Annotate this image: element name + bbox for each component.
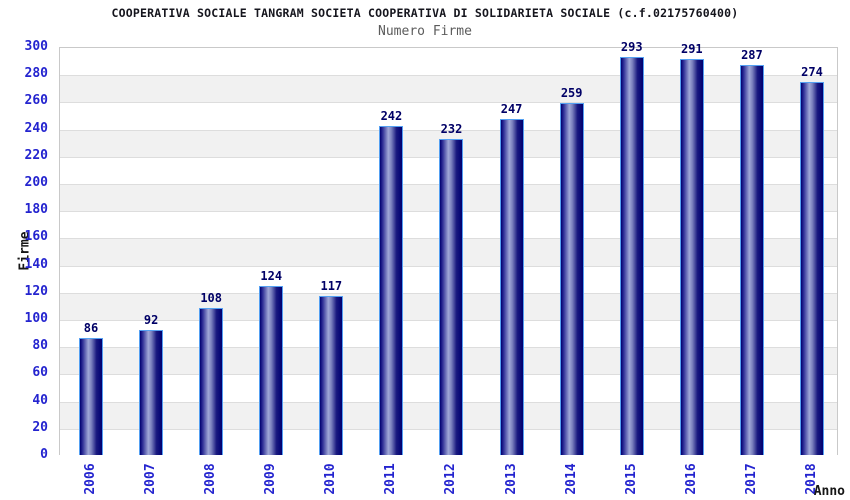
y-tick-label: 280 [24,66,48,82]
chart-title: COOPERATIVA SOCIALE TANGRAM SOCIETA COOP… [111,6,739,20]
y-tick-label: 40 [32,392,48,408]
bar-value-label: 247 [500,102,523,117]
y-tick-label: 0 [40,447,48,462]
y-tick-label: 60 [32,365,48,381]
x-tick-label: 2009 [263,463,279,495]
bar-value-label: 291 [680,42,703,57]
bar-value-label: 274 [801,65,823,80]
y-tick-label: 300 [24,39,48,54]
bar-value-label: 108 [200,291,222,306]
x-tick-label: 2010 [323,463,339,495]
x-tick-label: 2015 [623,463,639,495]
x-tick-label: 2012 [443,463,459,495]
x-tick-label: 2017 [743,463,759,495]
bar-2010 [319,295,344,455]
bar-2018 [799,82,824,455]
bar-value-label: 293 [620,39,643,54]
bar-value-label: 242 [380,108,403,123]
bar-2006 [79,338,103,455]
bar-2016 [679,59,704,455]
x-tick-label: 2008 [203,463,219,495]
bar-2008 [199,308,224,455]
x-tick-label: 2006 [83,463,98,495]
bar-2012 [439,139,464,455]
y-tick-label: 20 [32,419,48,435]
y-tick-label: 200 [24,175,48,190]
y-tick-label: 100 [24,311,48,326]
bar-2009 [259,286,284,455]
bar-value-label: 259 [560,85,583,100]
bar-2017 [739,64,764,455]
grid-band [60,48,837,76]
bar-value-label: 86 [83,321,99,336]
bar-2007 [139,329,164,455]
y-tick-label: 80 [32,338,48,354]
bar-2013 [499,119,524,455]
y-tick-label: 120 [24,283,48,299]
y-tick-label: 240 [24,120,48,136]
y-tick-label: 140 [24,256,48,272]
bar-value-label: 124 [260,269,283,284]
x-tick-label: 2011 [383,463,399,495]
x-tick-label: 2016 [683,463,699,495]
x-tick-label: 2013 [503,463,519,495]
bar-value-label: 232 [440,122,463,137]
grid-band [60,102,837,130]
bar-2014 [559,102,584,455]
y-tick-label: 160 [24,229,48,245]
x-tick-label: 2007 [143,463,159,495]
bar-value-label: 117 [320,278,343,293]
chart-subtitle: Numero Firme [378,24,472,39]
x-axis-title: Anno [813,484,845,499]
grid-band [60,75,837,103]
bar-2015 [619,56,644,455]
y-tick-label: 260 [24,93,48,109]
bar-2011 [379,125,404,455]
bar-value-label: 92 [143,312,159,327]
y-tick-label: 180 [24,202,48,218]
x-tick-label: 2014 [563,463,579,495]
bar-value-label: 287 [741,47,763,62]
y-tick-label: 220 [24,147,48,163]
